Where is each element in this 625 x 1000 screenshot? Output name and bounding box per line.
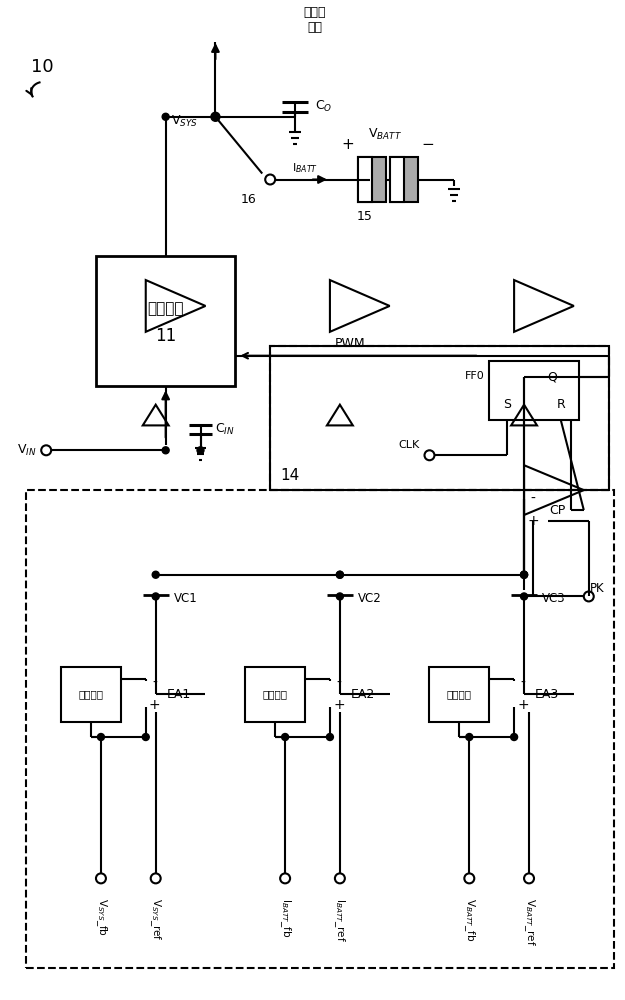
Text: +: +: [149, 698, 161, 712]
Bar: [357, 157, 386, 202]
Text: V$_{SYS}$: V$_{SYS}$: [171, 114, 198, 129]
Bar: [389, 157, 418, 202]
Circle shape: [162, 447, 169, 454]
Circle shape: [521, 571, 528, 578]
Bar: [26, 490, 614, 968]
Circle shape: [326, 734, 333, 740]
Text: VC3: VC3: [542, 592, 566, 605]
Circle shape: [336, 593, 343, 600]
Text: 补偿网络: 补偿网络: [447, 689, 472, 699]
Circle shape: [152, 593, 159, 600]
Text: CP: CP: [549, 504, 565, 517]
Text: PWM: PWM: [334, 337, 365, 350]
Text: EA1: EA1: [166, 688, 191, 701]
Circle shape: [98, 734, 104, 740]
Bar: [357, 157, 372, 202]
Text: +: +: [341, 137, 354, 152]
Circle shape: [282, 734, 289, 740]
Text: FF0: FF0: [464, 371, 484, 381]
Bar: [96, 256, 236, 386]
Bar: [389, 157, 404, 202]
Text: 开关电路: 开关电路: [148, 301, 184, 316]
Text: 至系统
负载: 至系统 负载: [304, 6, 326, 34]
Text: V$_{BATT}$_ref: V$_{BATT}$_ref: [522, 898, 536, 946]
Circle shape: [336, 571, 343, 578]
Text: C$_O$: C$_O$: [315, 99, 332, 114]
Text: VC1: VC1: [174, 592, 198, 605]
Bar: [270, 346, 609, 490]
Text: +: +: [528, 514, 539, 528]
Text: −: −: [421, 137, 434, 152]
Text: -: -: [152, 676, 157, 690]
Text: +: +: [518, 698, 529, 712]
Circle shape: [521, 593, 528, 600]
Text: I$_{BATT}$_fb: I$_{BATT}$_fb: [278, 898, 292, 938]
Text: 16: 16: [241, 193, 256, 206]
Text: 11: 11: [155, 327, 176, 345]
Circle shape: [152, 571, 159, 578]
Text: S: S: [503, 398, 511, 411]
Circle shape: [197, 447, 204, 454]
Text: 10: 10: [31, 58, 54, 76]
Text: EA2: EA2: [351, 688, 375, 701]
Bar: [429, 667, 489, 722]
Text: 14: 14: [281, 468, 300, 483]
Circle shape: [466, 734, 472, 740]
Circle shape: [511, 734, 518, 740]
Text: I$_{BATT}$_ref: I$_{BATT}$_ref: [332, 898, 348, 942]
Text: V$_{SYS}$_fb: V$_{SYS}$_fb: [94, 898, 108, 936]
Text: +: +: [333, 698, 345, 712]
Bar: [489, 361, 579, 420]
Bar: [270, 346, 609, 490]
Text: V$_{BATT}$_fb: V$_{BATT}$_fb: [462, 898, 477, 942]
Circle shape: [521, 571, 528, 578]
Text: -: -: [531, 492, 536, 506]
Text: R: R: [556, 398, 565, 411]
Text: I$_{BATT}$: I$_{BATT}$: [292, 162, 318, 175]
Circle shape: [211, 112, 220, 121]
Text: CLK: CLK: [398, 440, 419, 450]
Text: EA3: EA3: [535, 688, 559, 701]
Text: C$_{IN}$: C$_{IN}$: [216, 422, 235, 437]
Text: V$_{SYS}$_ref: V$_{SYS}$_ref: [148, 898, 163, 941]
Text: V$_{IN}$: V$_{IN}$: [17, 443, 36, 458]
Text: 补偿网络: 补偿网络: [262, 689, 288, 699]
Text: PK: PK: [589, 582, 604, 595]
Text: Q: Q: [547, 370, 557, 383]
Text: 补偿网络: 补偿网络: [79, 689, 104, 699]
Bar: [245, 667, 305, 722]
Text: V$_{BATT}$: V$_{BATT}$: [368, 127, 402, 142]
Circle shape: [336, 571, 343, 578]
Bar: [61, 667, 121, 722]
Text: VC2: VC2: [357, 592, 381, 605]
Text: -: -: [336, 676, 341, 690]
Circle shape: [142, 734, 149, 740]
Text: 15: 15: [357, 210, 372, 223]
Circle shape: [521, 571, 528, 578]
Text: -: -: [521, 676, 526, 690]
Circle shape: [162, 113, 169, 120]
